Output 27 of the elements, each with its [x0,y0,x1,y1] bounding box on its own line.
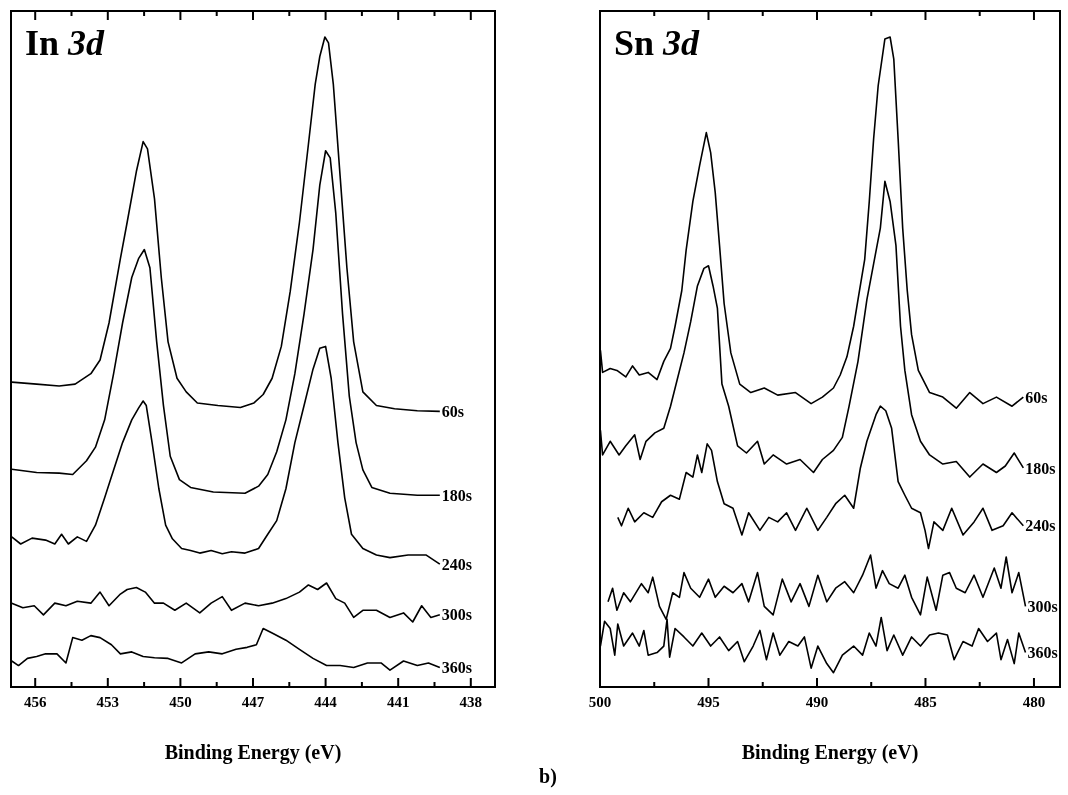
x-tick-label: 447 [241,694,265,710]
chart-title: In 3d [25,23,106,63]
series-label: 360s [441,659,473,677]
series-label: 360s [1027,644,1058,662]
series-label: 180s [1025,459,1056,477]
chart-title: Sn 3d [614,23,701,63]
series-label: 240s [441,555,473,573]
x-tick-label: 500 [588,694,612,710]
x-tick-label: 485 [914,694,937,710]
x-axis-title: Binding Energy (eV) [164,741,342,764]
x-tick-label: 453 [96,694,120,710]
text: b) [539,765,557,788]
series-label: 300s [1027,598,1058,615]
x-tick-label: 450 [169,694,192,710]
series-label: 240s [1025,517,1056,535]
x-tick-label: 444 [314,694,338,710]
x-tick-label: 495 [697,694,720,710]
x-tick-label: 441 [386,694,410,710]
x-tick-label: 456 [23,694,47,710]
x-tick-label: 438 [459,694,483,710]
x-tick-label: 490 [805,694,829,710]
x-axis-title: Binding Energy (eV) [741,741,919,764]
x-tick-label: 480 [1022,694,1046,710]
series-label: 60s [441,403,465,420]
series-label: 300s [441,606,473,624]
series-label: 180s [441,486,473,504]
series-label: 60s [1025,388,1048,406]
